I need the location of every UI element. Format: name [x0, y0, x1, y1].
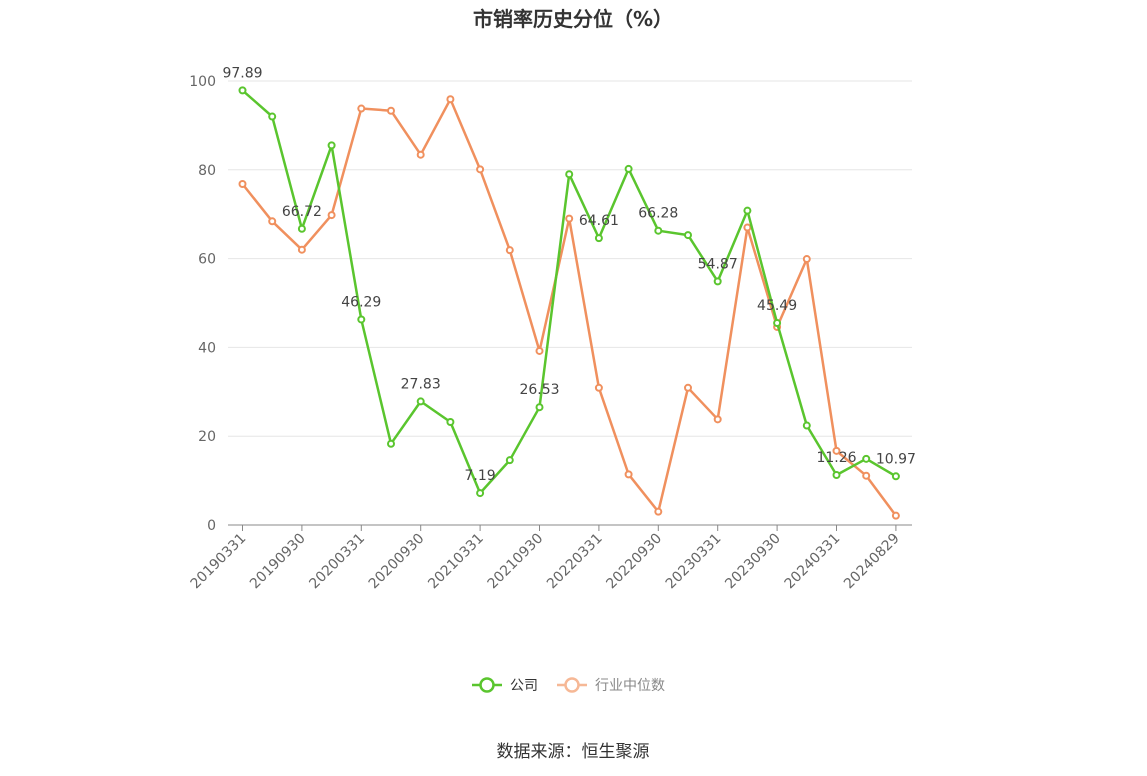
data-label-18: 45.49 [757, 298, 797, 314]
series-1-point-1 [268, 217, 277, 226]
data-label-0: 97.89 [222, 65, 262, 81]
x-tick-label: 20210331 [425, 531, 487, 593]
data-label-2: 66.72 [282, 204, 322, 220]
x-tick-label: 20220331 [544, 531, 606, 593]
data-label-22: 10.97 [876, 451, 916, 467]
series-0-point-17 [743, 206, 752, 215]
series-0-point-6 [416, 397, 425, 406]
series-1-point-16 [713, 415, 722, 424]
data-label-8: 7.19 [465, 468, 496, 484]
y-tick-label-100: 100 [189, 74, 216, 90]
series-0-point-12 [594, 234, 603, 243]
series-0-point-9 [505, 456, 514, 465]
data-label-6: 27.83 [401, 376, 441, 392]
series-0-point-4 [357, 315, 366, 324]
y-tick-label-60: 60 [198, 252, 216, 268]
x-tick-label: 20200930 [366, 531, 428, 593]
data-label-10: 26.53 [519, 382, 559, 398]
data-label-20: 11.26 [816, 450, 856, 466]
series-1-point-7 [446, 95, 455, 104]
series-1-point-0 [238, 180, 247, 189]
series-0-point-16 [713, 277, 722, 286]
data-label-16: 54.87 [698, 256, 738, 272]
x-tick-label: 20230331 [663, 531, 725, 593]
series-0-point-13 [624, 164, 633, 173]
y-tick-label-40: 40 [198, 340, 216, 356]
legend[interactable]: 公司 行业中位数 [472, 677, 665, 694]
legend-label: 公司 [510, 678, 538, 694]
series-1-point-2 [297, 245, 306, 254]
x-axis: 2019033120190930202003312020093020210331… [188, 524, 912, 593]
series-group [238, 86, 900, 520]
series-0-point-20 [832, 471, 841, 480]
series-0-point-19 [802, 421, 811, 430]
x-tick-label: 20230930 [722, 531, 784, 593]
series-0-point-8 [476, 489, 485, 498]
x-tick-label: 20240331 [782, 531, 844, 593]
series-1-point-8 [476, 165, 485, 174]
series-0-point-22 [891, 472, 900, 481]
series-1-point-12 [594, 383, 603, 392]
series-0-point-1 [268, 112, 277, 121]
series-0-point-7 [446, 417, 455, 426]
legend-item-0[interactable]: 公司 [472, 677, 538, 694]
series-1-point-11 [565, 214, 574, 223]
series-1-point-22 [891, 511, 900, 520]
series-1-point-21 [862, 471, 871, 480]
series-1-point-19 [802, 255, 811, 264]
y-tick-label-20: 20 [198, 429, 216, 445]
series-1-point-17 [743, 223, 752, 232]
series-1-point-15 [684, 383, 692, 392]
series-0-point-15 [684, 231, 692, 240]
series-1-point-9 [505, 246, 514, 255]
chart-title: 市销率历史分位（%） [473, 7, 673, 31]
y-axis-ticks: 0 20 40 60 80 100 [189, 74, 216, 534]
data-labels: 97.89 66.72 46.29 27.83 7.19 26.53 64.61 66.28 5… [222, 65, 915, 484]
x-tick-label: 20190331 [188, 531, 250, 593]
series-0-point-0 [238, 86, 247, 95]
legend-label: 行业中位数 [595, 678, 665, 694]
source-text: 数据来源：恒生聚源 [497, 742, 650, 762]
series-1-point-13 [624, 470, 633, 479]
legend-item-1[interactable]: 行业中位数 [557, 677, 665, 694]
series-0-point-2 [297, 224, 306, 233]
series-1-point-4 [357, 104, 366, 113]
x-tick-label: 20240829 [841, 531, 903, 593]
series-0-point-10 [535, 403, 544, 412]
series-0-point-21 [862, 454, 871, 463]
data-label-4: 46.29 [341, 294, 381, 310]
series-0-point-18 [773, 319, 782, 328]
y-tick-label-80: 80 [198, 163, 216, 179]
x-tick-label: 20210930 [485, 531, 547, 593]
series-1-point-6 [416, 150, 425, 159]
legend-marker [564, 677, 580, 693]
series-1-point-10 [535, 346, 544, 355]
series-1-point-20 [832, 446, 841, 455]
data-label-14: 66.28 [638, 206, 678, 222]
series-1-point-3 [327, 211, 336, 220]
series-0-point-3 [327, 141, 336, 150]
series-line-0 [241, 89, 897, 495]
x-tick-label: 20190930 [247, 531, 309, 593]
series-1-point-5 [387, 106, 395, 115]
series-0-point-11 [565, 170, 574, 179]
series-1-point-14 [654, 507, 663, 516]
x-tick-label: 20220930 [603, 531, 665, 593]
series-0-point-14 [654, 226, 663, 235]
x-tick-label: 20200331 [306, 531, 368, 593]
series-0-point-5 [387, 439, 395, 448]
data-label-12: 64.61 [579, 213, 619, 229]
grid-lines [228, 80, 912, 437]
legend-marker [479, 677, 495, 693]
y-tick-label-0: 0 [207, 518, 216, 534]
